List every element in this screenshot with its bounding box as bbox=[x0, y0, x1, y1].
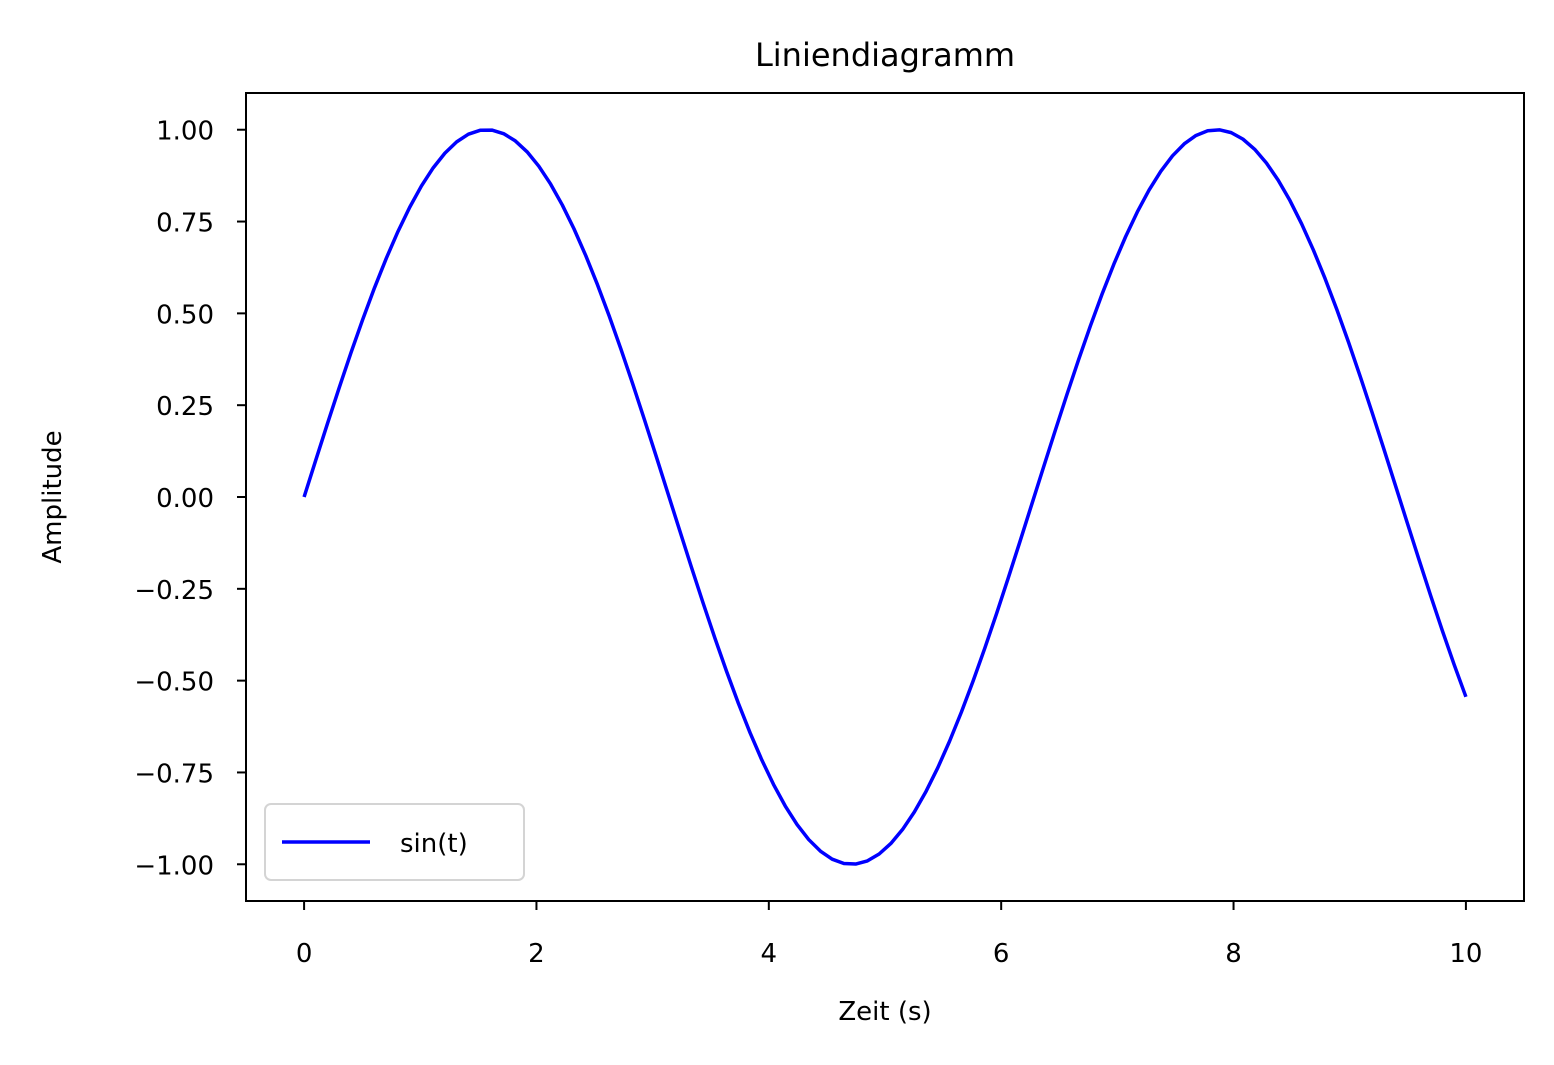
y-tick-label: −0.25 bbox=[134, 576, 214, 606]
chart-title: Liniendiagramm bbox=[755, 36, 1015, 74]
series-line-0 bbox=[302, 128, 1468, 866]
legend-box bbox=[264, 803, 525, 881]
y-tick-label: 0.00 bbox=[156, 484, 214, 514]
x-tick-label: 0 bbox=[296, 939, 313, 969]
y-tick-label: −0.50 bbox=[134, 668, 214, 698]
x-axis-label: Zeit (s) bbox=[838, 997, 931, 1027]
y-tick-label: 0.50 bbox=[156, 300, 214, 330]
legend-label: sin(t) bbox=[400, 829, 468, 859]
y-axis-label: Amplitude bbox=[38, 430, 68, 563]
y-tick-label: 0.25 bbox=[156, 392, 214, 422]
legend: sin(t) bbox=[264, 803, 525, 881]
x-tick-label: 6 bbox=[993, 939, 1010, 969]
x-tick-label: 8 bbox=[1225, 939, 1242, 969]
plot-area bbox=[302, 128, 1468, 866]
y-tick-label: −0.75 bbox=[134, 759, 214, 789]
y-tick-label: 0.75 bbox=[156, 209, 214, 239]
y-tick-label: −1.00 bbox=[134, 851, 214, 881]
x-axis: 0 2 4 6 8 10 bbox=[296, 901, 1482, 969]
x-tick-label: 2 bbox=[528, 939, 545, 969]
x-tick-label: 10 bbox=[1449, 939, 1482, 969]
y-tick-label: 1.00 bbox=[156, 117, 214, 147]
x-tick-label: 4 bbox=[761, 939, 778, 969]
y-axis: 1.00 0.75 0.50 0.25 0.00 −0.25 −0.50 −0.75 −1.00 bbox=[134, 117, 246, 881]
